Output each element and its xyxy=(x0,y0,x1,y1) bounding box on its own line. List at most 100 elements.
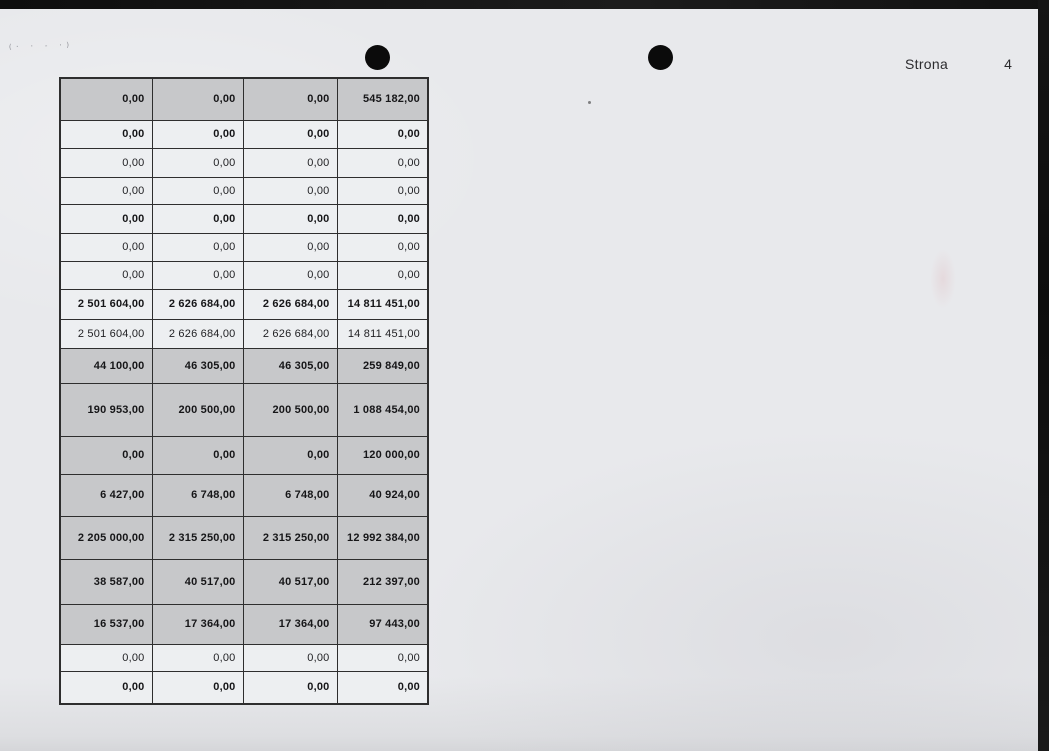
pencil-marks: (· · - ·) xyxy=(7,40,74,52)
table-cell: 0,00 xyxy=(59,176,153,205)
table-row: 16 537,00 17 364,00 17 364,00 97 443,00 xyxy=(59,603,429,645)
page-header: Strona 4 xyxy=(905,56,1012,72)
table-cell: 0,00 xyxy=(151,670,244,705)
table-cell: 0,00 xyxy=(336,147,429,178)
table-cell: 0,00 xyxy=(242,643,338,672)
table-cell: 2 626 684,00 xyxy=(242,318,338,349)
table-cell: 2 626 684,00 xyxy=(151,318,244,349)
table-cell: 2 315 250,00 xyxy=(242,515,338,560)
table-cell: 259 849,00 xyxy=(336,347,429,384)
table-cell: 0,00 xyxy=(151,119,244,149)
table-cell: 40 517,00 xyxy=(242,558,338,605)
table-cell: 190 953,00 xyxy=(59,382,153,437)
table-cell: 38 587,00 xyxy=(59,558,153,605)
table-cell: 0,00 xyxy=(242,670,338,705)
table-cell: 0,00 xyxy=(59,643,153,672)
table-row: 0,00 0,00 0,00 0,00 xyxy=(59,119,429,149)
table-cell: 16 537,00 xyxy=(59,603,153,645)
table-cell: 200 500,00 xyxy=(242,382,338,437)
dust-speck xyxy=(588,101,591,104)
table-cell: 212 397,00 xyxy=(336,558,429,605)
table-cell: 0,00 xyxy=(59,119,153,149)
table-row: 38 587,00 40 517,00 40 517,00 212 397,00 xyxy=(59,558,429,605)
table-cell: 17 364,00 xyxy=(151,603,244,645)
table-row: 6 427,00 6 748,00 6 748,00 40 924,00 xyxy=(59,473,429,517)
table-row: 190 953,00 200 500,00 200 500,00 1 088 454,… xyxy=(59,382,429,437)
table-cell: 97 443,00 xyxy=(336,603,429,645)
table-cell: 0,00 xyxy=(151,643,244,672)
page-number: 4 xyxy=(1004,56,1013,72)
table-cell: 545 182,00 xyxy=(336,77,429,121)
table-cell: 0,00 xyxy=(336,643,429,672)
table-row: 44 100,00 46 305,00 46 305,00 259 849,00 xyxy=(59,347,429,384)
table-row: 0,00 0,00 0,00 545 182,00 xyxy=(59,77,429,121)
scan-edge-top xyxy=(0,0,1049,9)
table-cell: 0,00 xyxy=(151,260,244,290)
table-cell: 2 626 684,00 xyxy=(242,288,338,320)
table-cell: 0,00 xyxy=(151,203,244,234)
table-cell: 40 924,00 xyxy=(336,473,429,517)
hole-punch-left xyxy=(365,45,390,70)
table-cell: 0,00 xyxy=(242,77,338,121)
table-row: 2 501 604,00 2 626 684,00 2 626 684,00 14 8… xyxy=(59,318,429,349)
table-cell: 0,00 xyxy=(336,119,429,149)
table-cell: 0,00 xyxy=(151,435,244,475)
table-row: 0,00 0,00 0,00 0,00 xyxy=(59,147,429,178)
table-cell: 0,00 xyxy=(151,232,244,262)
scan-edge-right xyxy=(1038,0,1049,751)
table-row: 0,00 0,00 0,00 0,00 xyxy=(59,260,429,290)
table-row: 0,00 0,00 0,00 0,00 xyxy=(59,203,429,234)
table-cell: 0,00 xyxy=(242,203,338,234)
table-cell: 0,00 xyxy=(59,435,153,475)
table-cell: 200 500,00 xyxy=(151,382,244,437)
table-cell: 0,00 xyxy=(59,260,153,290)
table-cell: 0,00 xyxy=(242,435,338,475)
table-cell: 6 427,00 xyxy=(59,473,153,517)
table-cell: 0,00 xyxy=(336,670,429,705)
table-cell: 14 811 451,00 xyxy=(336,318,429,349)
table-row: 0,00 0,00 0,00 0,00 xyxy=(59,643,429,672)
table-cell: 0,00 xyxy=(151,147,244,178)
table-cell: 44 100,00 xyxy=(59,347,153,384)
table-cell: 14 811 451,00 xyxy=(336,288,429,320)
table-cell: 2 501 604,00 xyxy=(59,288,153,320)
table-cell: 0,00 xyxy=(151,77,244,121)
table-cell: 120 000,00 xyxy=(336,435,429,475)
table-cell: 0,00 xyxy=(59,670,153,705)
table-cell: 0,00 xyxy=(59,232,153,262)
paper-smudge xyxy=(930,249,956,309)
page-label: Strona xyxy=(905,56,949,72)
table-cell: 2 315 250,00 xyxy=(151,515,244,560)
scanned-page: (· · - ·) Strona 4 0,00 0,00 0,00 545 182,00… xyxy=(0,9,1038,751)
table-cell: 0,00 xyxy=(59,203,153,234)
table-row: 0,00 0,00 0,00 0,00 xyxy=(59,176,429,205)
table-cell: 17 364,00 xyxy=(242,603,338,645)
hole-punch-right xyxy=(648,45,673,70)
table-row: 2 501 604,00 2 626 684,00 2 626 684,00 14 8… xyxy=(59,288,429,320)
table-cell: 0,00 xyxy=(59,77,153,121)
table-cell: 0,00 xyxy=(336,232,429,262)
table-cell: 0,00 xyxy=(242,260,338,290)
table-cell: 12 992 384,00 xyxy=(336,515,429,560)
table-cell: 0,00 xyxy=(151,176,244,205)
table-cell: 0,00 xyxy=(59,147,153,178)
table-cell: 0,00 xyxy=(242,232,338,262)
table-cell: 0,00 xyxy=(336,203,429,234)
table-cell: 2 205 000,00 xyxy=(59,515,153,560)
table-cell: 2 626 684,00 xyxy=(151,288,244,320)
table-cell: 0,00 xyxy=(242,119,338,149)
table-row: 0,00 0,00 0,00 120 000,00 xyxy=(59,435,429,475)
data-table: 0,00 0,00 0,00 545 182,00 0,00 0,00 0,00 0,00 0,… xyxy=(59,77,429,705)
table-row: 2 205 000,00 2 315 250,00 2 315 250,00 12 9… xyxy=(59,515,429,560)
table-cell: 0,00 xyxy=(336,260,429,290)
table-cell: 0,00 xyxy=(336,176,429,205)
table-cell: 1 088 454,00 xyxy=(336,382,429,437)
table-cell: 6 748,00 xyxy=(242,473,338,517)
table-cell: 0,00 xyxy=(242,147,338,178)
table-cell: 46 305,00 xyxy=(242,347,338,384)
table-cell: 0,00 xyxy=(242,176,338,205)
table-cell: 40 517,00 xyxy=(151,558,244,605)
table-cell: 2 501 604,00 xyxy=(59,318,153,349)
table-row: 0,00 0,00 0,00 0,00 xyxy=(59,670,429,705)
table-cell: 6 748,00 xyxy=(151,473,244,517)
